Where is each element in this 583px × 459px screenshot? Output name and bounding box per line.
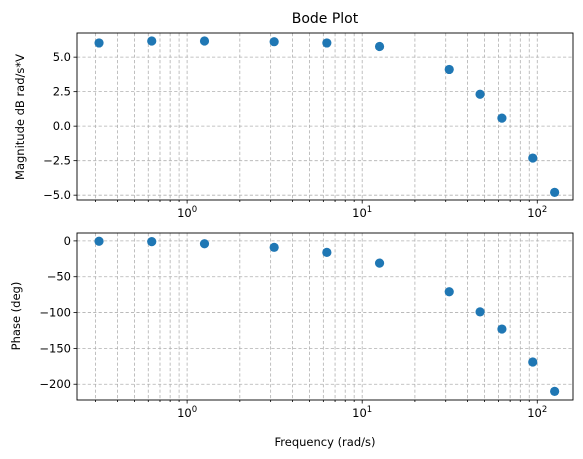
magnitude-data-point	[497, 113, 507, 123]
magnitude-data-point	[374, 41, 385, 52]
magnitude-y-tick-label: 0.0	[53, 119, 71, 133]
phase-data-point	[147, 237, 157, 247]
phase-data-point	[444, 287, 454, 297]
magnitude-y-tick-label: −5.0	[43, 188, 71, 202]
magnitude-y-tick-label: −2.5	[43, 154, 71, 168]
magnitude-y-axis-label: Magnitude dB rad/s*V	[13, 54, 27, 180]
magnitude-data-point	[550, 187, 560, 198]
magnitude-panel: Bode Plot Magnitude dB rad/s*V 100 101 102…	[13, 11, 574, 220]
phase-plot-frame	[76, 232, 574, 401]
phase-y-tick-label: −200	[39, 377, 71, 391]
x-axis-label: Frequency (rad/s)	[275, 435, 376, 449]
phase-x-tick-label: 101	[352, 405, 372, 420]
phase-y-axis-label: Phase (deg)	[9, 282, 23, 351]
phase-y-tick-label: −150	[39, 341, 71, 355]
magnitude-x-tick-label: 100	[177, 205, 197, 220]
phase-data-point	[269, 242, 279, 252]
phase-data-point	[475, 307, 485, 317]
magnitude-data-point	[269, 37, 279, 47]
magnitude-data-point	[147, 36, 157, 46]
chart-title: Bode Plot	[292, 11, 359, 27]
phase-data-point	[94, 236, 104, 246]
magnitude-data-point	[444, 64, 454, 75]
phase-panel: Phase (deg) Frequency (rad/s) 100 101 102 0…	[9, 232, 574, 449]
phase-y-tick-label: −100	[39, 306, 71, 320]
phase-data-point	[528, 357, 538, 367]
magnitude-x-tick-label: 102	[527, 205, 547, 220]
magnitude-data-point	[322, 38, 332, 48]
phase-data-point	[322, 247, 332, 257]
phase-data-point	[374, 258, 385, 268]
magnitude-data-point	[528, 153, 538, 163]
magnitude-y-tick-label: 5.0	[53, 50, 71, 64]
phase-data-point	[550, 386, 560, 396]
phase-y-tick-label: −50	[47, 270, 71, 284]
magnitude-data-point	[475, 89, 485, 99]
magnitude-y-tick-label: 2.5	[53, 85, 71, 99]
magnitude-data-point	[199, 36, 210, 46]
phase-data-point	[199, 239, 210, 249]
magnitude-plot-frame	[76, 32, 574, 201]
phase-y-tick-label: 0	[64, 234, 71, 248]
magnitude-x-tick-label: 101	[352, 205, 372, 220]
magnitude-data-point	[94, 38, 104, 48]
phase-x-tick-label: 102	[527, 405, 547, 420]
phase-data-point	[497, 324, 507, 334]
phase-x-tick-label: 100	[177, 405, 197, 420]
